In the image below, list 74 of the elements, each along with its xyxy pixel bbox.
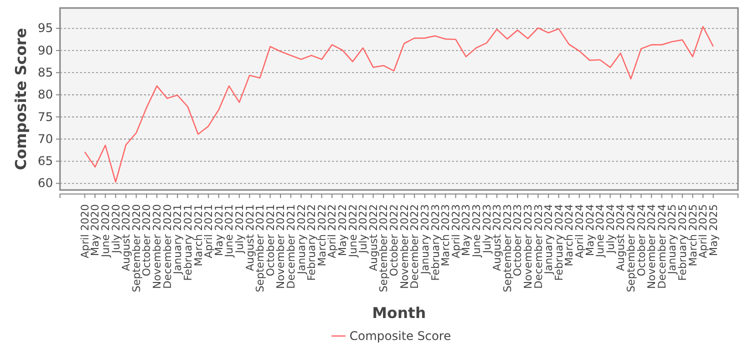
line-series	[84, 26, 714, 183]
y-tick-label: 60	[38, 176, 53, 190]
y-tick-label: 85	[38, 65, 53, 80]
x-tick-label: December 2023	[532, 204, 545, 289]
x-tick-label: August 2022	[368, 204, 380, 272]
x-tick-label: July 2020	[110, 204, 122, 254]
x-tick-label: February 2021	[182, 204, 194, 281]
x-tick-label: May 2025	[708, 204, 720, 256]
y-tick-label: 90	[38, 43, 53, 58]
x-tick-label: March 2022	[316, 204, 328, 266]
x-tick-label: November 2024	[646, 204, 658, 289]
x-tick-label: November 2020	[152, 204, 164, 289]
x-tick-label: April 2023	[450, 204, 462, 258]
x-tick-label: July 2023	[481, 204, 494, 254]
x-tick-label: May 2023	[460, 204, 473, 256]
x-tick-label: September 2024	[626, 204, 638, 292]
y-axis-title: Composite Score	[12, 28, 30, 170]
y-tick-label: 75	[38, 110, 53, 124]
x-tick-label: May 2022	[337, 204, 350, 256]
x-tick-label: January 2022	[296, 204, 308, 276]
x-tick-label: November 2021	[275, 204, 288, 289]
x-axis-title: Month	[372, 304, 426, 322]
x-tick-label: July 2024	[604, 204, 617, 254]
x-tick-label: November 2022	[398, 204, 411, 289]
x-tick-label: October 2021	[264, 204, 277, 276]
y-tick-label: 70	[38, 132, 53, 146]
y-tick-label: 95	[38, 21, 53, 36]
x-tick-label: December 2021	[285, 204, 298, 289]
x-tick-label: July 2021	[234, 204, 246, 254]
x-tick-label: April 2024	[574, 204, 586, 258]
y-tick-label: 80	[38, 88, 53, 102]
x-tick-label: April 2021	[203, 204, 216, 258]
x-tick-label: January 2023	[419, 204, 432, 276]
x-tick-label: October 2020	[141, 204, 154, 276]
x-tick-label: December 2020	[162, 204, 174, 289]
x-tick-label: March 2023	[440, 204, 452, 266]
x-tick-label: September 2020	[130, 204, 143, 292]
x-tick-label: February 2023	[430, 204, 442, 281]
y-tick-label: 65	[38, 154, 53, 168]
x-tick-label: June 2024	[594, 204, 607, 258]
x-tick-label: September 2022	[378, 204, 390, 292]
legend-label: Composite Score	[350, 329, 451, 343]
x-tick-label: May 2020	[90, 204, 102, 256]
x-tick-label: August 2023	[492, 204, 504, 272]
x-tick-label: November 2023	[522, 204, 534, 289]
x-tick-label: February 2025	[677, 204, 690, 281]
x-tick-label: May 2024	[584, 204, 596, 256]
x-tick-label: October 2023	[512, 204, 524, 276]
x-tick-label: January 2024	[543, 204, 556, 276]
x-tick-label: August 2021	[244, 204, 256, 272]
x-tick-label: May 2021	[213, 204, 226, 256]
x-tick-label: June 2022	[347, 204, 360, 258]
x-tick-label: October 2022	[388, 204, 401, 276]
x-tick-label: March 2025	[687, 204, 700, 266]
x-tick-label: April 2025	[698, 204, 710, 258]
x-tick-label: April 2022	[326, 204, 339, 258]
x-tick-label: February 2022	[306, 204, 318, 281]
x-tick-label: October 2024	[636, 204, 648, 276]
x-tick-label: August 2024	[615, 204, 628, 272]
x-tick-label: August 2020	[120, 204, 133, 272]
x-tick-label: December 2022	[409, 204, 422, 289]
x-tick-label: September 2021	[254, 204, 267, 292]
x-tick-label: January 2021	[172, 204, 184, 276]
x-tick-label: September 2023	[502, 204, 514, 292]
x-tick-label: December 2024	[656, 204, 668, 289]
x-tick-label: June 2021	[224, 204, 236, 258]
x-tick-label: June 2023	[470, 204, 483, 258]
x-tick-label: July 2022	[358, 204, 370, 254]
x-tick-label: January 2025	[666, 204, 679, 276]
x-tick-label: February 2024	[553, 204, 566, 281]
x-tick-label: March 2021	[192, 204, 205, 266]
x-tick-label: April 2020	[79, 204, 92, 258]
x-tick-label: June 2020	[100, 204, 112, 258]
x-tick-label: March 2024	[564, 204, 576, 266]
